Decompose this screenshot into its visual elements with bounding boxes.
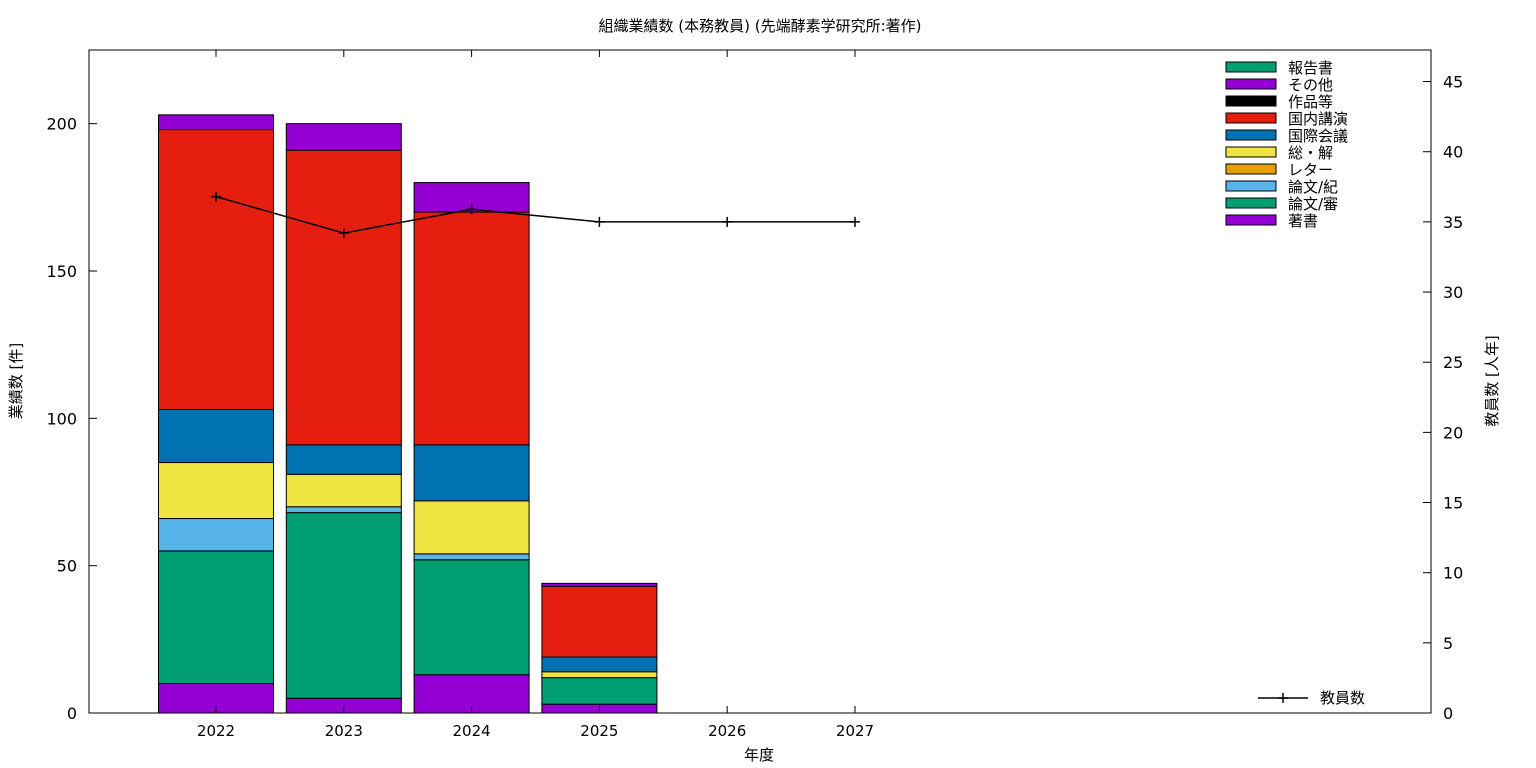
bar-segment-2024-1: [413, 559, 530, 676]
y-tick-label: 100: [46, 409, 77, 428]
y2-tick-label: 40: [1443, 143, 1463, 162]
y-axis-right: 0 5 10 15 20 25 30 35 40 45: [1423, 73, 1463, 723]
legend-label: その他: [1288, 76, 1333, 94]
bar-segment-2023-2: [285, 506, 402, 514]
legend-label: 論文/審: [1288, 195, 1338, 213]
line-point: [850, 216, 860, 227]
bar-segment-2024-6: [413, 211, 530, 446]
bar-segment-2023-6: [285, 149, 402, 446]
y-tick-label: 50: [57, 557, 77, 576]
bar-segment-2022-6: [158, 129, 274, 410]
legend-label: 報告書: [1288, 59, 1333, 77]
bar-segment-2022-1: [158, 550, 274, 685]
x-axis-label: 年度: [744, 746, 774, 764]
bar-segment-2022-8: [158, 114, 274, 131]
line-point: [594, 216, 605, 227]
legend-swatch: [1225, 61, 1277, 73]
bar-segment-2024-2: [413, 553, 530, 561]
y2-tick-label: 5: [1443, 634, 1453, 653]
legend-label: 作品等: [1288, 93, 1333, 111]
legend-label: 著書: [1288, 212, 1318, 230]
y-axis-left: 0 50 100 150 200: [46, 115, 97, 723]
bar-segment-2025-8: [541, 582, 658, 587]
legend-swatch: [1225, 78, 1277, 90]
bar-segment-2025-1: [541, 677, 658, 705]
legend-swatch: [1225, 95, 1277, 107]
line-point: [211, 191, 221, 202]
x-tick-label: 2025: [580, 722, 618, 740]
y2-axis-label: 教員数 [人年]: [1483, 335, 1501, 426]
legend-label: 総・解: [1288, 144, 1333, 162]
bar-segment-2025-6: [541, 585, 658, 658]
bar-segment-2023-1: [285, 512, 402, 699]
bar-group: [158, 114, 658, 714]
x-tick-label: 2026: [708, 722, 746, 740]
line-legend: 教員数: [1258, 689, 1365, 707]
y2-tick-label: 20: [1443, 423, 1463, 442]
y2-tick-label: 15: [1443, 494, 1463, 513]
line-legend-label: 教員数: [1320, 689, 1365, 707]
legend-swatch: [1225, 146, 1277, 158]
plot-frame: [88, 49, 1432, 714]
bar-segment-2025-4: [541, 671, 658, 679]
y2-tick-label: 25: [1443, 353, 1463, 372]
bar-segment-2023-5: [285, 444, 402, 475]
legend-swatch: [1225, 112, 1277, 124]
y-axis-label: 業績数 [件]: [7, 343, 25, 419]
line-point: [338, 228, 349, 239]
legend-swatch: [1225, 129, 1277, 141]
bar-segment-2024-5: [413, 444, 530, 502]
bar-segment-2023-4: [285, 473, 402, 508]
teacher-count-line: [211, 191, 860, 239]
y2-tick-label: 45: [1443, 73, 1463, 92]
line-path: [215, 195, 855, 234]
bar-segment-2025-5: [541, 656, 658, 673]
line-point: [722, 216, 733, 227]
y2-tick-label: 0: [1443, 704, 1453, 723]
bar-segment-2022-2: [158, 518, 274, 552]
legend-label: 国内講演: [1288, 110, 1348, 128]
legend-label: 国際会議: [1288, 127, 1348, 145]
x-axis: 2022 2023 2024 2025 2026 2027: [197, 50, 874, 740]
bar-segment-2023-8: [285, 123, 402, 151]
legend-swatch: [1225, 180, 1277, 192]
y2-tick-label: 35: [1443, 213, 1463, 232]
legend-swatch: [1225, 163, 1277, 175]
legend-swatch: [1225, 197, 1277, 209]
chart-title: 組織業績数 (本務教員) (先端酵素学研究所:著作): [598, 17, 921, 35]
y2-tick-label: 30: [1443, 283, 1463, 302]
x-tick-label: 2022: [197, 722, 235, 740]
y-tick-label: 150: [46, 262, 77, 281]
legend-swatch: [1225, 214, 1277, 226]
x-tick-label: 2027: [836, 722, 874, 740]
line-point: [466, 204, 477, 215]
y-tick-label: 0: [67, 704, 77, 723]
bar-segment-2022-5: [158, 408, 274, 464]
x-tick-label: 2023: [325, 722, 363, 740]
x-tick-label: 2024: [453, 722, 491, 740]
y-tick-label: 200: [46, 115, 77, 134]
legend-label: 論文/紀: [1288, 178, 1338, 196]
line-legend-marker: [1278, 693, 1288, 703]
bar-segment-2024-4: [413, 500, 530, 555]
bar-segment-2022-4: [158, 462, 274, 520]
y2-tick-label: 10: [1443, 564, 1463, 583]
legend-label: レター: [1288, 161, 1333, 179]
